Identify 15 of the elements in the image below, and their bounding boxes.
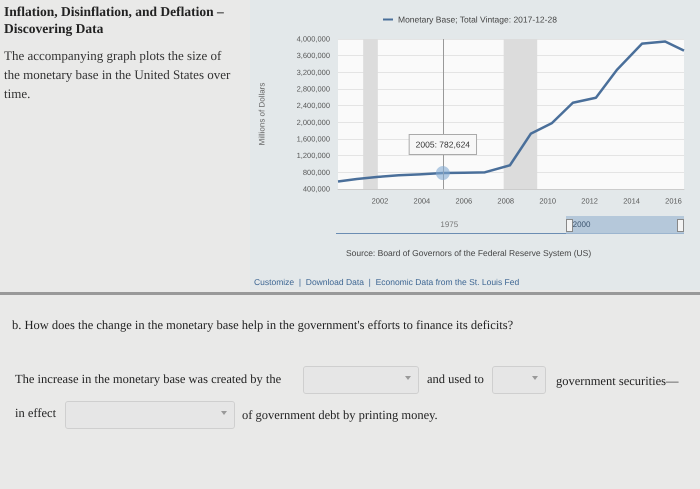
text: The increase in the monetary base was created by the bbox=[15, 372, 282, 387]
line-series bbox=[336, 40, 686, 183]
text: in effect bbox=[15, 406, 56, 421]
text: The accompanying graph plots the size of the monetary base in the United States over time. bbox=[4, 47, 232, 103]
y-axis-title: Millions of Dollars bbox=[258, 82, 266, 146]
annotation: 2005: 782,624 bbox=[416, 140, 470, 150]
text: and used to bbox=[427, 372, 484, 387]
text: b. How does the change in the monetary base help in the government's efforts to finance its deficits? bbox=[12, 318, 514, 333]
text: government securities— bbox=[556, 374, 679, 389]
text: Customize | Download Data | Economic Data from the St. Louis Fed bbox=[254, 277, 520, 287]
text: of government debt by printing money. bbox=[242, 408, 438, 423]
source-note: Source: Board of Governors of the Federal Reserve System (US) bbox=[346, 248, 592, 258]
range-slider: 1975 2000 bbox=[336, 216, 684, 234]
legend-label: Monetary Base; Total Vintage: 2017-12-28 bbox=[398, 14, 558, 24]
text: Inflation, Disinflation, and Deflation – Discovering Data bbox=[4, 3, 225, 37]
